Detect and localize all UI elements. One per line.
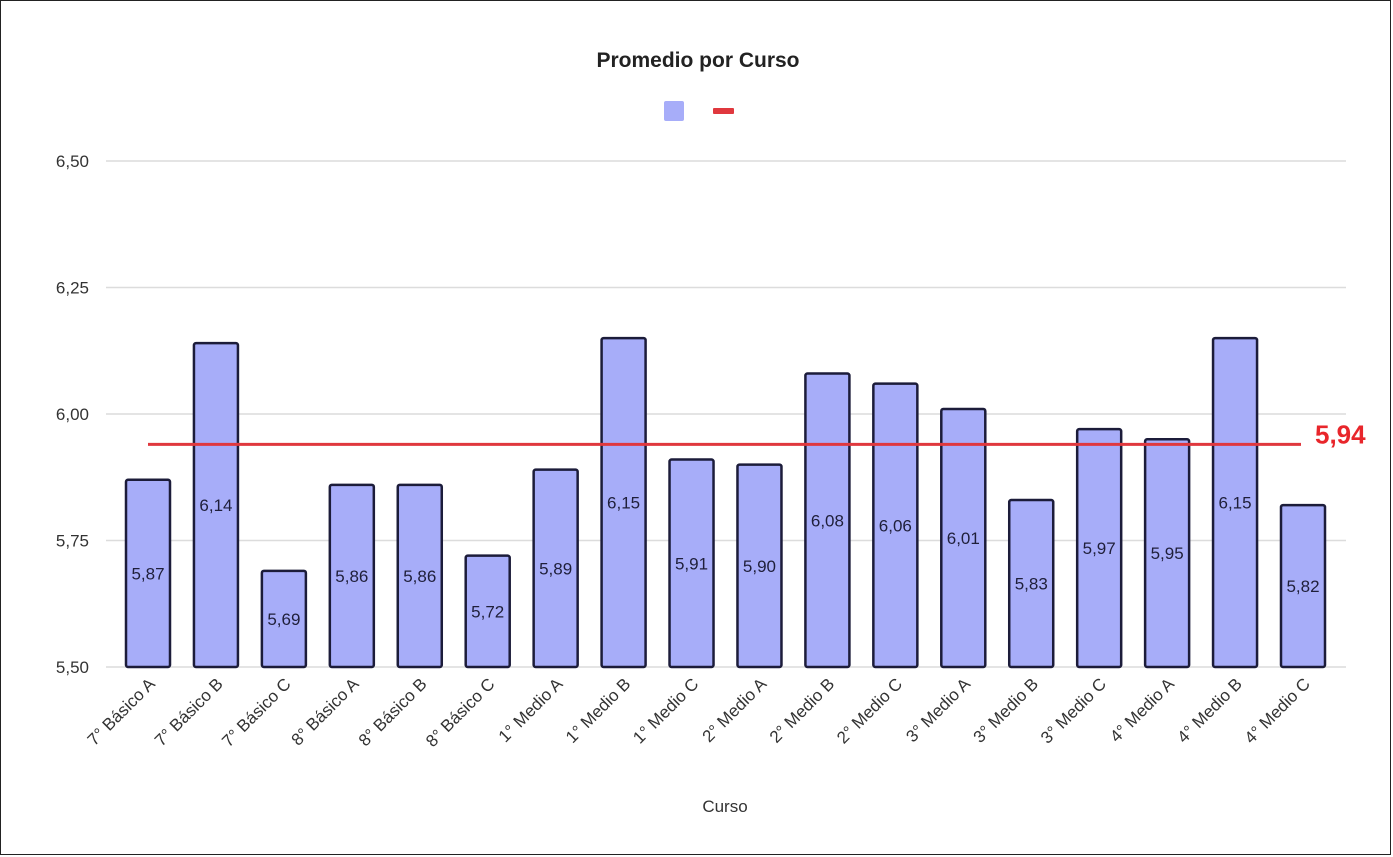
bar	[1279, 503, 1327, 669]
bar	[1007, 498, 1055, 669]
bar	[464, 554, 511, 669]
x-tick-label: 8° Básico C	[422, 674, 498, 750]
x-axis-label: Curso	[702, 797, 747, 816]
legend	[664, 101, 734, 121]
bar	[532, 468, 579, 669]
data-label: 6,06	[879, 516, 912, 535]
y-tick-label: 6,50	[56, 152, 89, 171]
bar	[804, 372, 851, 669]
data-label: 6,08	[811, 511, 844, 530]
y-tick-label: 5,50	[56, 658, 89, 677]
legend-line-swatch	[713, 108, 734, 114]
bar	[940, 407, 987, 669]
data-label: 5,97	[1083, 539, 1116, 558]
chart-title: Promedio por Curso	[596, 49, 799, 72]
average-label: 5,94	[1315, 419, 1366, 449]
x-tick-label: 8° Básico A	[288, 674, 364, 750]
bar	[1143, 438, 1191, 669]
bar	[328, 483, 376, 669]
bar	[1211, 336, 1259, 669]
data-label: 5,83	[1015, 575, 1048, 594]
bar	[736, 463, 783, 669]
data-label: 5,87	[131, 564, 164, 583]
x-tick-label: 2° Medio B	[766, 674, 838, 746]
data-label: 6,01	[947, 529, 980, 548]
grid-layer: 5,50 5,75 6,00 6,25 6,50	[56, 152, 1346, 677]
data-label: 6,14	[199, 496, 232, 515]
x-tick-label: 2° Medio C	[833, 674, 906, 747]
data-label: 5,90	[743, 557, 776, 576]
y-tick-label: 6,00	[56, 405, 89, 424]
bar	[192, 341, 240, 669]
data-label: 6,15	[1219, 494, 1252, 513]
data-label: 5,82	[1286, 577, 1319, 596]
data-label: 5,91	[675, 554, 708, 573]
x-tick-label: 7° Básico A	[84, 674, 160, 750]
x-tick-label: 3° Medio C	[1037, 674, 1110, 747]
legend-bar-swatch	[664, 101, 684, 121]
bar	[668, 458, 715, 669]
x-tick-label: 4° Medio A	[1106, 674, 1178, 746]
data-label: 5,86	[335, 567, 368, 586]
x-tick-label: 7° Básico C	[218, 674, 294, 750]
data-label: 5,69	[267, 610, 300, 629]
bar	[1075, 427, 1123, 669]
bar	[872, 382, 919, 669]
x-tick-label: 1° Medio C	[629, 674, 702, 747]
x-tick-label: 1° Medio A	[495, 674, 567, 746]
x-tick-label: 8° Básico B	[355, 674, 431, 750]
bars-layer	[124, 336, 1327, 669]
data-labels-layer: 5,87 6,14 5,69 5,86 5,86 5,72 5,89 6,15 5,91 5,90…	[131, 494, 1319, 629]
x-tick-labels-layer: 7° Básico A7° Básico B7° Básico C8° Bási…	[84, 674, 1314, 751]
data-label: 6,15	[607, 494, 640, 513]
bar	[124, 478, 172, 669]
bar	[260, 569, 308, 669]
data-label: 5,72	[471, 602, 504, 621]
bar	[396, 483, 444, 669]
x-tick-label: 2° Medio A	[699, 674, 771, 746]
x-tick-label: 3° Medio A	[902, 674, 974, 746]
y-tick-label: 6,25	[56, 279, 89, 298]
x-tick-label: 7° Básico B	[151, 674, 227, 750]
y-tick-label: 5,75	[56, 532, 89, 551]
bar	[600, 336, 647, 669]
x-tick-label: 4° Medio C	[1241, 674, 1314, 747]
data-label: 5,89	[539, 559, 572, 578]
x-tick-label: 4° Medio B	[1174, 674, 1246, 746]
x-tick-label: 3° Medio B	[970, 674, 1042, 746]
data-label: 5,95	[1151, 544, 1184, 563]
x-tick-label: 1° Medio B	[562, 674, 634, 746]
data-label: 5,86	[403, 567, 436, 586]
